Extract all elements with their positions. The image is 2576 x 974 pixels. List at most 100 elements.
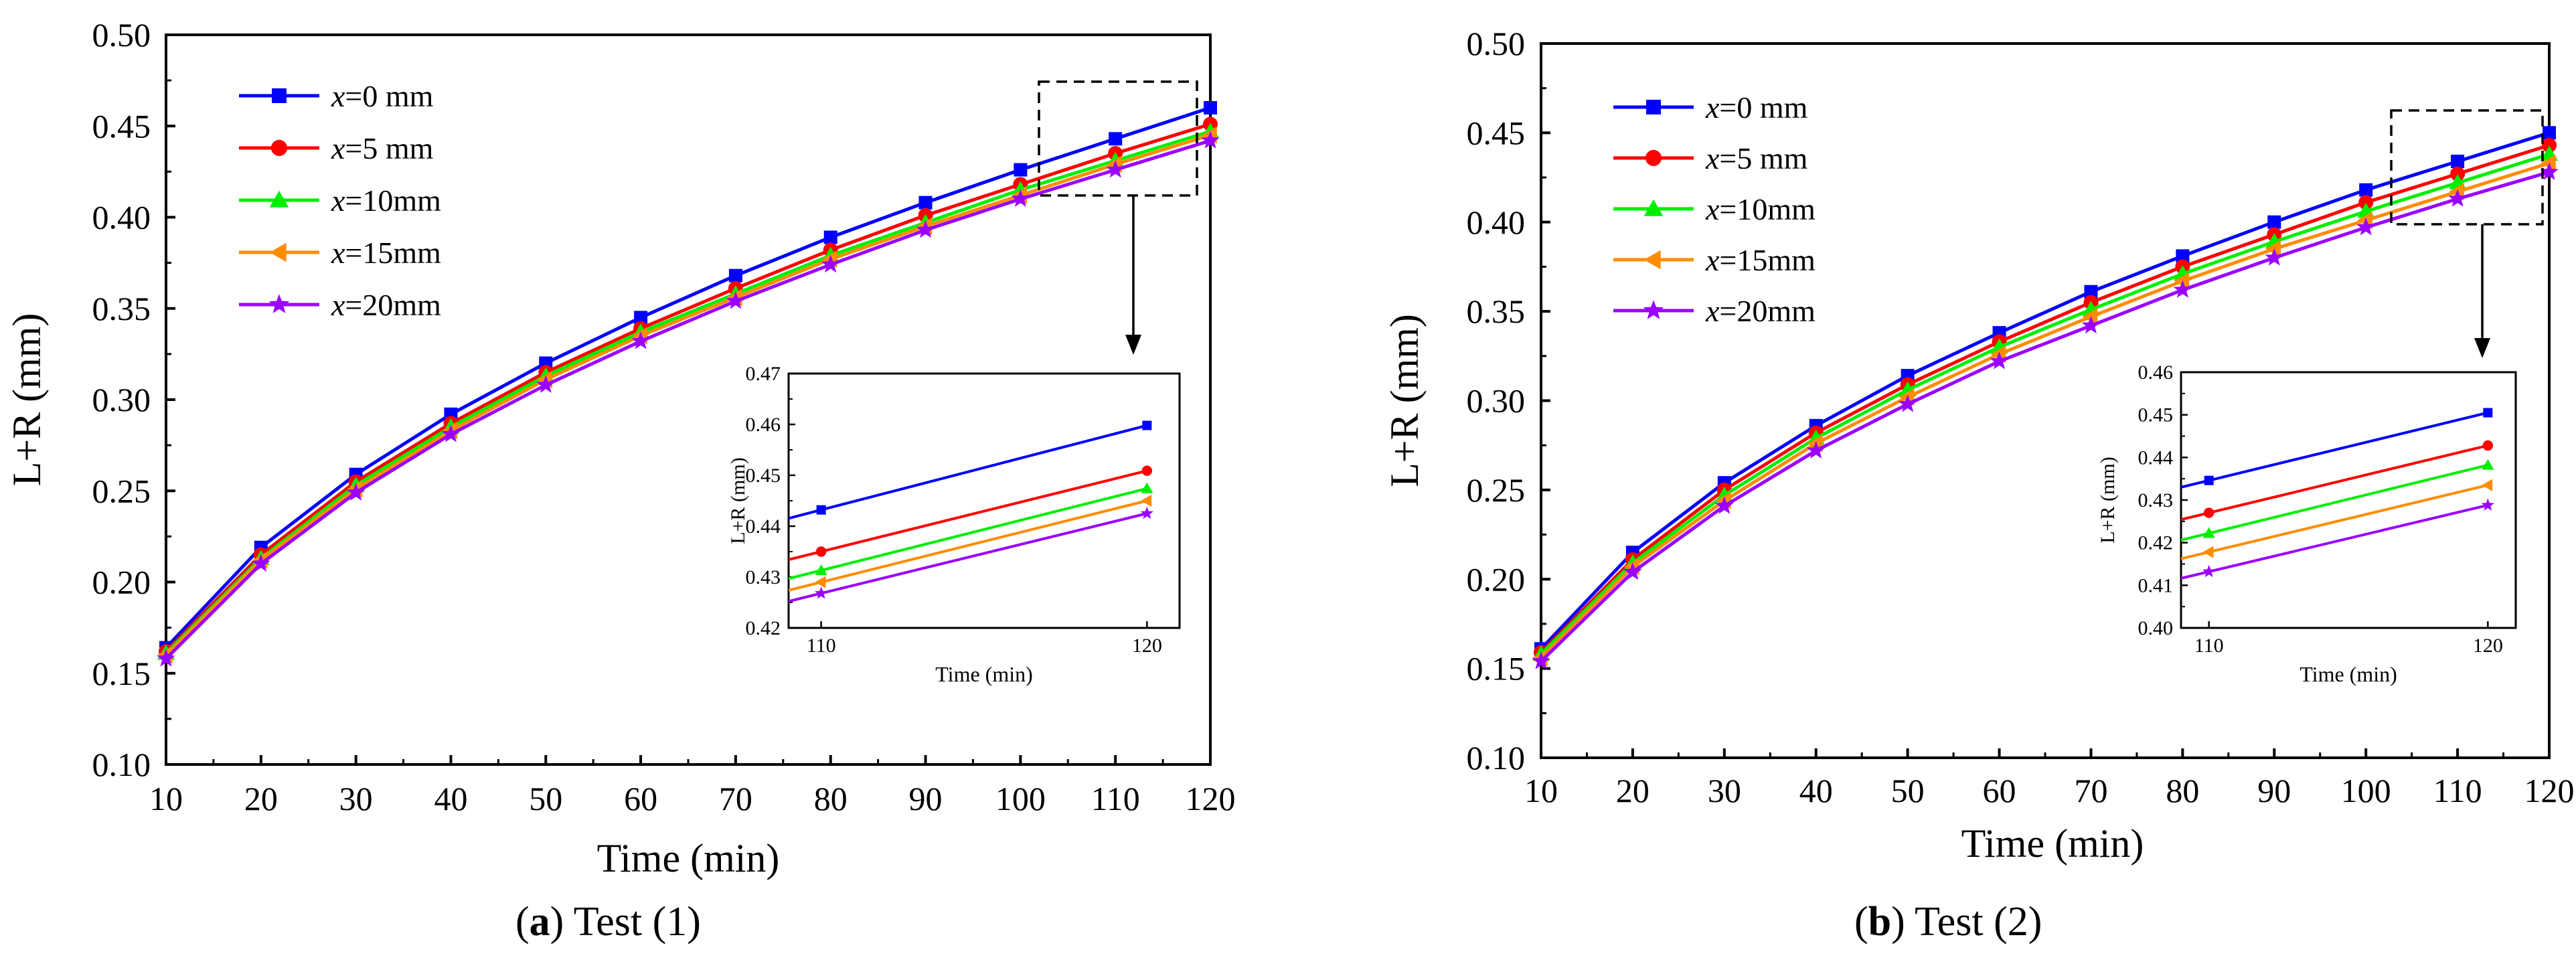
legend-entry-0: x=0 mm bbox=[331, 79, 434, 113]
series-line-2 bbox=[165, 130, 1211, 655]
series-line-2 bbox=[1540, 153, 2550, 656]
series-line-3 bbox=[165, 133, 1211, 657]
legend-variable: x bbox=[331, 236, 345, 270]
legend-text: =5 mm bbox=[345, 131, 433, 165]
data-point-4 bbox=[2356, 218, 2375, 236]
series-line-3 bbox=[1540, 161, 2550, 659]
y-tick-label: 0.25 bbox=[92, 472, 151, 509]
data-point-4 bbox=[2265, 248, 2284, 266]
inset-series-line-4 bbox=[2181, 503, 2488, 580]
legend-variable: x bbox=[331, 79, 345, 113]
inset-y-tick-label: 0.47 bbox=[746, 363, 781, 385]
data-point-4 bbox=[916, 220, 935, 238]
y-tick-label: 0.25 bbox=[1467, 471, 1526, 509]
x-tick-label: 110 bbox=[2433, 772, 2482, 809]
legend-variable: x bbox=[1705, 90, 1720, 125]
data-point-0 bbox=[2543, 126, 2556, 140]
legend-marker bbox=[272, 88, 287, 103]
inset-x-axis-label: Time (min) bbox=[2300, 662, 2397, 686]
data-point-4 bbox=[2448, 189, 2467, 207]
inset-y-tick-label: 0.43 bbox=[2138, 489, 2174, 511]
legend-entry-4: x=20mm bbox=[1705, 294, 1816, 328]
y-tick-label: 0.15 bbox=[1467, 650, 1526, 687]
legend-variable: x bbox=[1705, 294, 1720, 328]
data-point-3 bbox=[2082, 308, 2098, 326]
inset-data-point-4 bbox=[2481, 498, 2494, 511]
legend-entry-1: x=5 mm bbox=[1705, 141, 1808, 175]
inset-y-tick-label: 0.42 bbox=[746, 617, 781, 639]
y-tick-label: 0.30 bbox=[1467, 382, 1526, 420]
inset-y-tick-label: 0.46 bbox=[746, 414, 781, 436]
series-line-1 bbox=[165, 123, 1211, 653]
data-point-4 bbox=[1106, 160, 1125, 178]
series-line-0 bbox=[1540, 131, 2550, 651]
legend-marker bbox=[270, 139, 288, 157]
inset-data-point-1 bbox=[1141, 465, 1153, 476]
data-point-1 bbox=[2450, 166, 2466, 181]
y-tick-label: 0.45 bbox=[1467, 114, 1526, 151]
data-point-4 bbox=[1011, 189, 1030, 207]
zoom-region-box bbox=[2390, 109, 2544, 226]
x-tick-label: 80 bbox=[2166, 772, 2199, 809]
legend-entry-4: x=20mm bbox=[331, 288, 441, 322]
inset-y-tick-label: 0.41 bbox=[2138, 574, 2174, 596]
inset-data-point-2 bbox=[1141, 482, 1153, 493]
inset-y-axis-label: L+R (mm) bbox=[727, 457, 749, 544]
inset-y-tick-label: 0.42 bbox=[2138, 532, 2174, 554]
data-point-0 bbox=[2359, 183, 2373, 197]
inset-x-tick-label: 110 bbox=[2194, 635, 2224, 657]
x-tick-label: 120 bbox=[1186, 780, 1236, 817]
y-axis-label: L+R (mm) bbox=[5, 313, 49, 487]
series-line-4 bbox=[165, 139, 1211, 660]
y-tick-label: 0.20 bbox=[92, 564, 151, 601]
data-point-3 bbox=[2174, 272, 2190, 290]
legend-marker bbox=[1643, 300, 1664, 319]
data-point-4 bbox=[252, 554, 270, 572]
data-point-4 bbox=[2173, 280, 2192, 298]
zoom-arrow-head bbox=[2474, 338, 2490, 358]
x-tick-label: 110 bbox=[1091, 780, 1140, 817]
inset-x-tick-label: 120 bbox=[2473, 635, 2503, 657]
data-point-0 bbox=[823, 230, 837, 244]
data-point-0 bbox=[1109, 132, 1123, 146]
inset-series-line-3 bbox=[789, 499, 1147, 592]
data-point-3 bbox=[2265, 240, 2281, 258]
x-tick-label: 50 bbox=[1891, 772, 1925, 809]
data-point-4 bbox=[1715, 496, 1734, 514]
data-point-4 bbox=[2081, 316, 2101, 334]
legend-variable: x bbox=[1705, 243, 1720, 277]
y-tick-label: 0.10 bbox=[92, 746, 151, 783]
data-point-0 bbox=[2267, 215, 2281, 229]
data-point-0 bbox=[1204, 101, 1217, 114]
data-point-4 bbox=[821, 254, 840, 273]
inset-data-point-1 bbox=[2482, 440, 2494, 451]
inset-series-line-4 bbox=[789, 512, 1147, 603]
y-tick-label: 0.50 bbox=[92, 16, 151, 54]
x-tick-label: 90 bbox=[909, 780, 943, 817]
data-point-0 bbox=[2176, 249, 2190, 263]
inset-y-tick-label: 0.40 bbox=[2138, 617, 2174, 639]
data-point-4 bbox=[1201, 131, 1220, 149]
y-tick-label: 0.40 bbox=[92, 199, 151, 236]
inset-data-point-1 bbox=[815, 546, 827, 557]
legend-entry-1: x=5 mm bbox=[331, 131, 434, 165]
data-point-4 bbox=[1623, 562, 1642, 580]
data-point-4 bbox=[1898, 394, 1917, 412]
x-tick-label: 30 bbox=[1708, 772, 1741, 809]
data-point-0 bbox=[1014, 163, 1028, 177]
x-tick-label: 100 bbox=[2341, 772, 2391, 809]
y-tick-label: 0.35 bbox=[1467, 293, 1526, 330]
x-tick-label: 90 bbox=[2257, 772, 2291, 809]
legend-marker bbox=[269, 190, 289, 208]
legend-text: =20mm bbox=[345, 288, 441, 322]
inset-series-line-3 bbox=[2181, 483, 2488, 560]
data-point-1 bbox=[2542, 138, 2557, 153]
legend-marker bbox=[1643, 199, 1664, 216]
inset-data-point-1 bbox=[2203, 507, 2215, 518]
legend-entry-3: x=15mm bbox=[1705, 243, 1816, 277]
data-point-4 bbox=[1990, 351, 2009, 370]
legend-text: =15mm bbox=[1719, 243, 1816, 277]
y-tick-label: 0.15 bbox=[92, 655, 151, 692]
legend-text: =15mm bbox=[345, 236, 441, 270]
